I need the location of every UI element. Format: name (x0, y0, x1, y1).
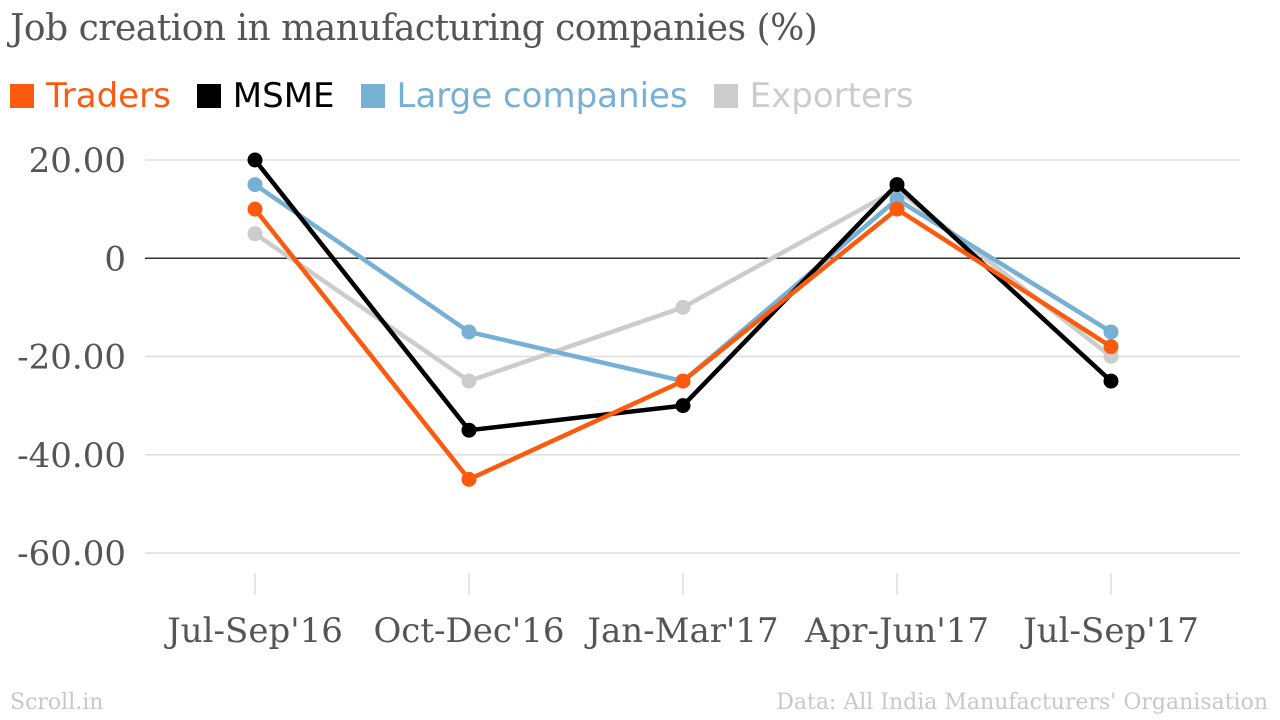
legend-label: Large companies (396, 76, 688, 116)
data-point-traders (461, 471, 477, 487)
series-line-exporters (252, 187, 1114, 384)
y-tick-label: -60.00 (17, 534, 126, 574)
chart-title: Job creation in manufacturing companies … (10, 8, 818, 49)
y-tick-label: -20.00 (17, 338, 126, 378)
series-line-msme (252, 157, 1114, 433)
x-tick-label: Oct-Dec'16 (373, 611, 564, 651)
data-point-msme (461, 422, 477, 438)
x-tick-label: Apr-Jun'17 (804, 611, 989, 651)
legend-item-traders: Traders (10, 76, 171, 116)
legend-item-large-companies: Large companies (360, 76, 688, 116)
y-tick-label: 0 (104, 239, 126, 279)
legend-swatch (360, 84, 385, 108)
data-point-exporters (675, 299, 691, 315)
data-point-msme (889, 177, 905, 193)
data-point-large-companies (1103, 324, 1119, 340)
y-tick-label: -40.00 (17, 436, 126, 476)
data-point-msme (675, 398, 691, 414)
legend-label: Traders (46, 76, 171, 116)
data-point-msme (247, 152, 263, 168)
source-brand: Scroll.in (10, 690, 104, 715)
legend-swatch (713, 84, 738, 108)
chart-legend: Traders MSME Large companies Exporters (10, 76, 940, 116)
data-point-exporters (247, 226, 263, 242)
data-point-traders (675, 373, 691, 389)
legend-swatch (196, 84, 221, 108)
data-source: Data: All India Manufacturers' Organisat… (776, 690, 1268, 715)
legend-label: Exporters (749, 76, 914, 116)
data-point-large-companies (247, 177, 263, 193)
data-point-large-companies (461, 324, 477, 340)
x-tick-label: Jul-Sep'16 (164, 611, 343, 651)
data-point-traders (889, 201, 905, 217)
x-tick-label: Jan-Mar'17 (584, 611, 778, 651)
legend-swatch (10, 84, 34, 108)
data-point-exporters (461, 373, 477, 389)
data-point-msme (1103, 373, 1119, 389)
legend-item-exporters: Exporters (713, 76, 914, 116)
y-tick-label: 20.00 (29, 141, 126, 181)
data-point-traders (247, 201, 263, 217)
x-tick-label: Jul-Sep'17 (1020, 611, 1199, 651)
legend-item-msme: MSME (196, 76, 335, 116)
series-line-large-companies (252, 182, 1114, 384)
legend-label: MSME (232, 76, 335, 116)
series-line-traders (252, 206, 1114, 482)
data-point-traders (1103, 339, 1119, 355)
